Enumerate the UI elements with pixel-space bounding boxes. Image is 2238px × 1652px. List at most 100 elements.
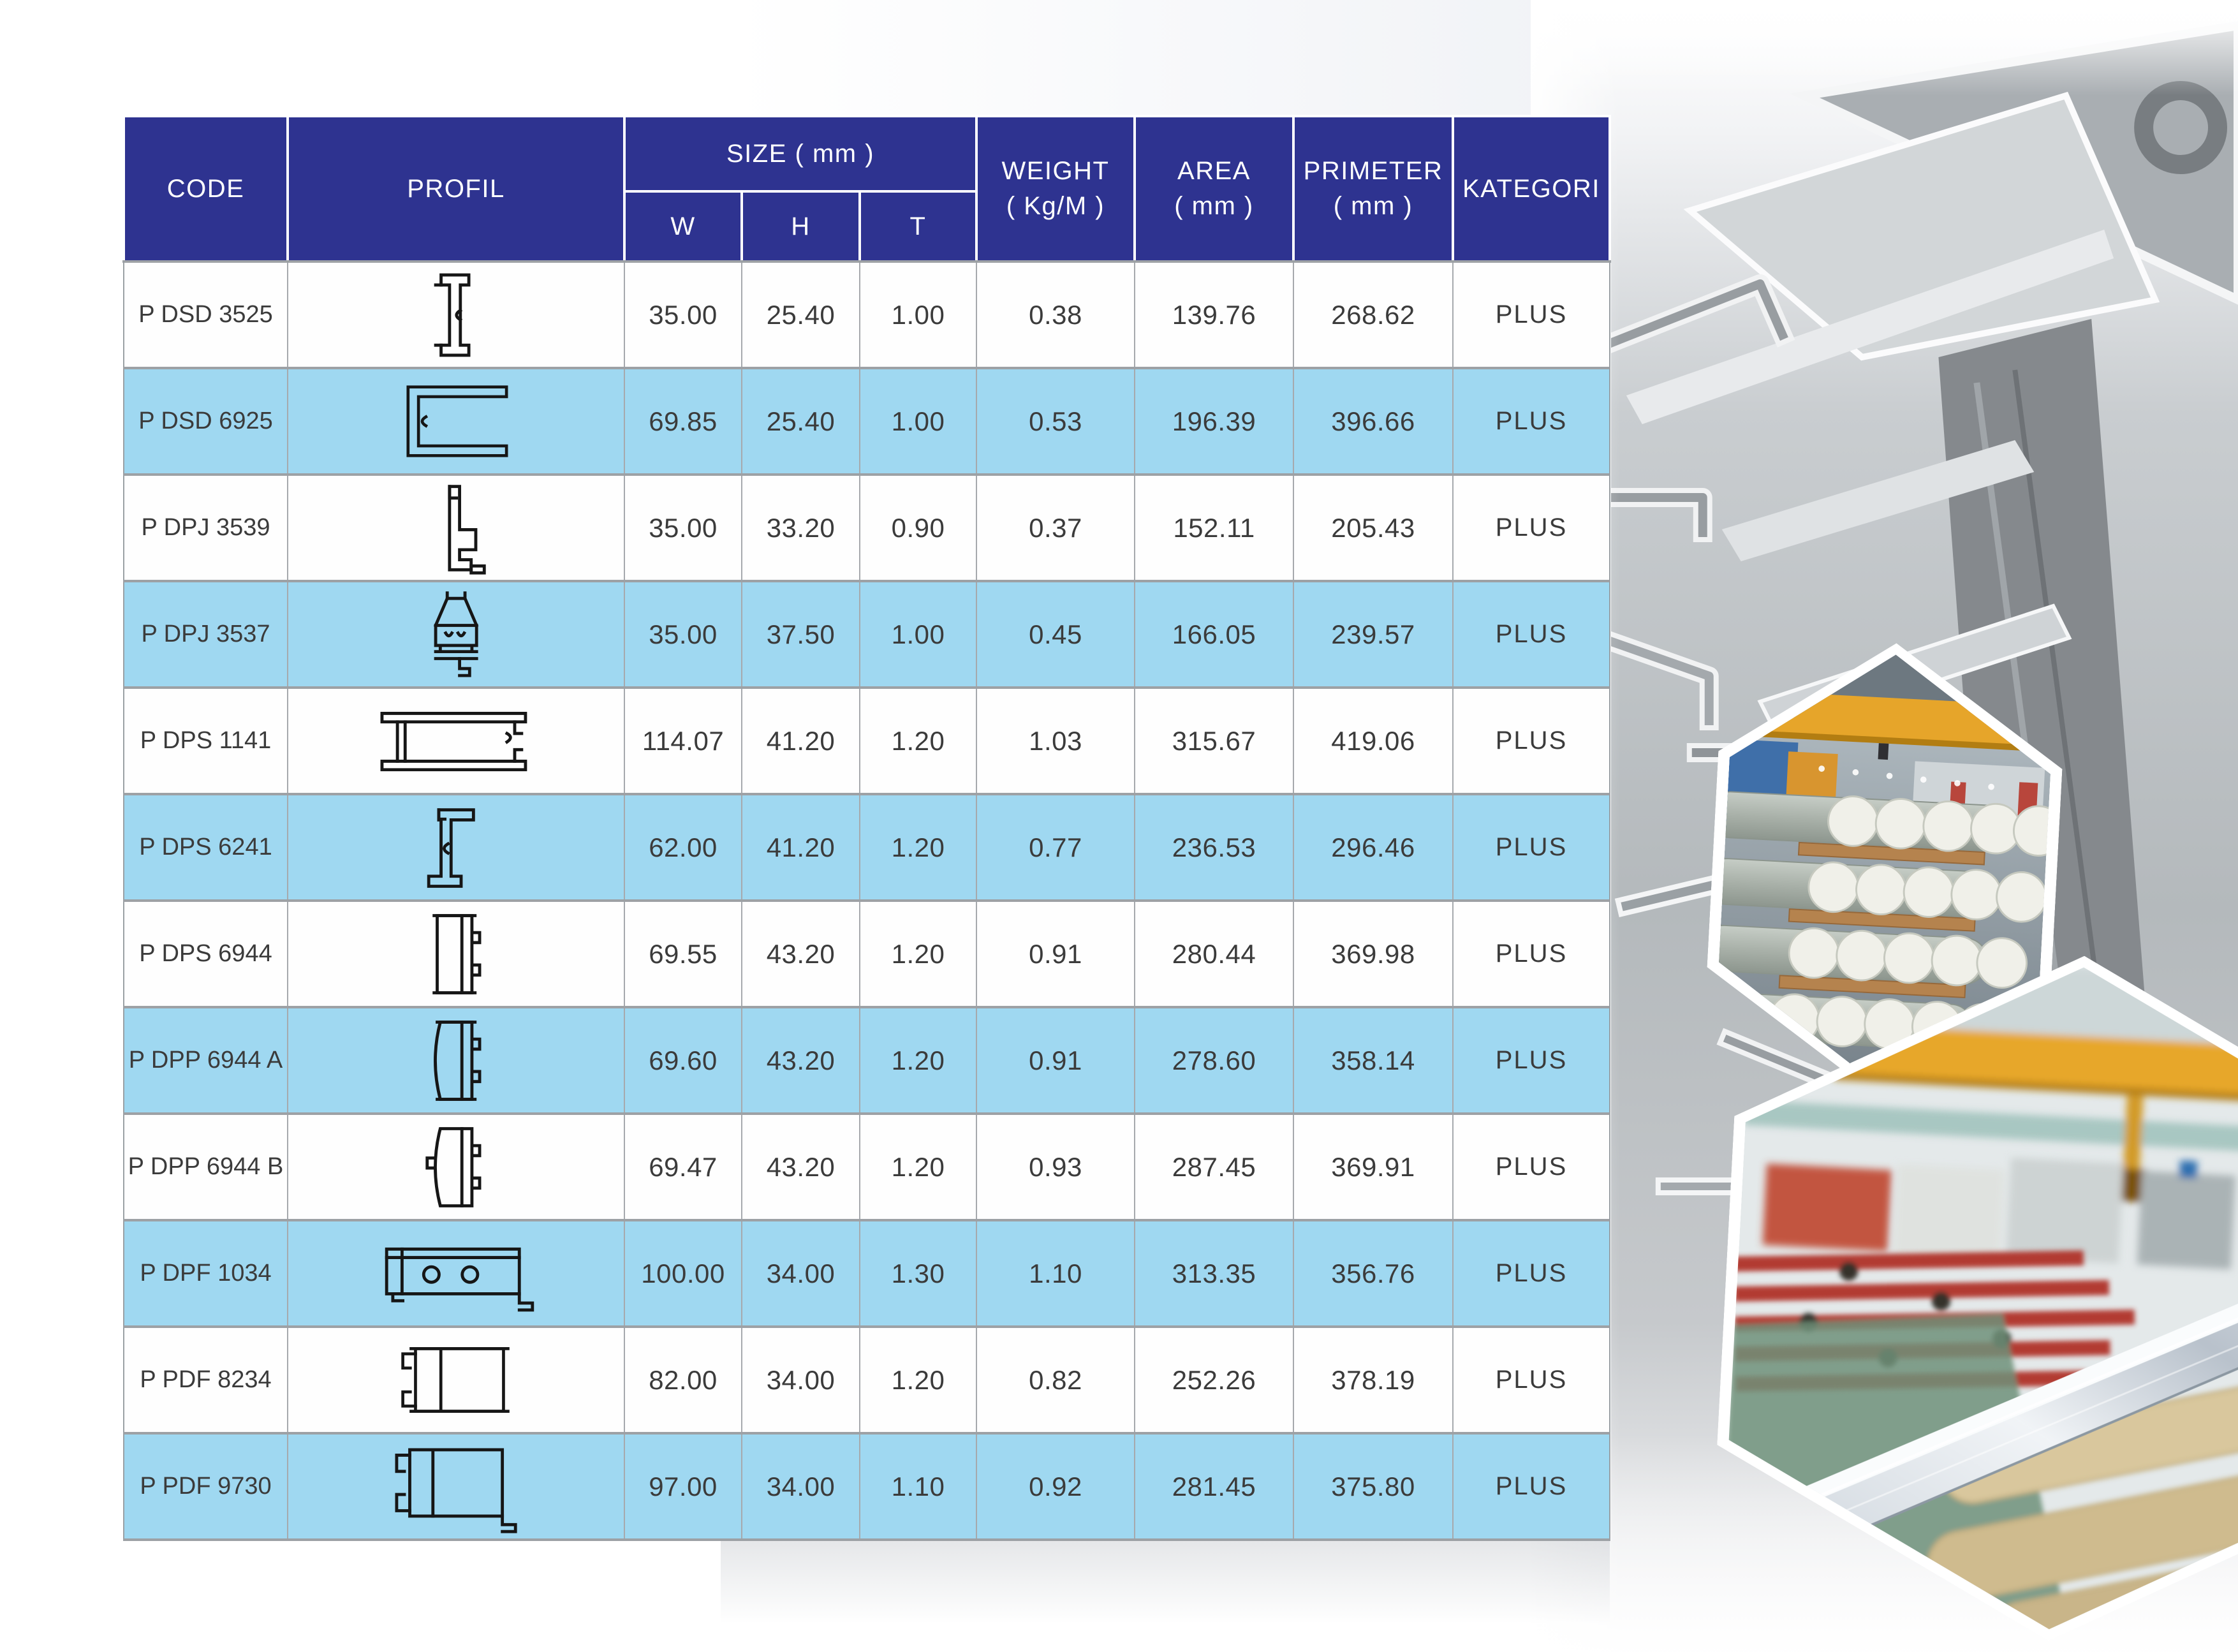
table-row: P DPF 1034 100.00 34.00 1.30 1.10 313.35… [124,1220,1610,1328]
cell-code: P DPJ 3539 [124,475,288,582]
cell-w: 69.55 [624,901,742,1008]
cell-code: P DPP 6944 A [124,1007,288,1115]
cell-code: P DPS 1141 [124,688,288,795]
table-row: P DPS 6944 69.55 43.20 1.20 0.91 280.44 … [124,901,1610,1008]
cell-area: 196.39 [1135,368,1294,476]
table-row: P DSD 6925 69.85 25.40 1.00 0.53 196.39 … [124,368,1610,476]
cell-kategori: PLUS [1453,1007,1610,1115]
profile-drawing-dpp-6944-b [425,1126,482,1207]
profile-spec-table: CODE PROFIL SIZE ( mm ) WEIGHT ( Kg/M ) A… [122,115,1611,1541]
col-header-area: AREA ( mm ) [1133,115,1295,263]
col-header-size-group: SIZE ( mm ) [623,115,978,193]
cell-perimeter: 296.46 [1293,794,1454,902]
col-header-code: CODE [122,115,289,263]
cell-profil [288,1114,625,1221]
cell-kategori: PLUS [1453,1220,1610,1328]
cell-weight: 0.91 [976,901,1135,1008]
table-row: P DPJ 3537 35.00 37.50 1.00 0.45 166.05 … [124,581,1610,689]
cell-kategori: PLUS [1453,794,1610,902]
profile-drawing-dps-6944 [432,913,482,994]
cell-h: 34.00 [742,1433,860,1541]
cell-w: 62.00 [624,794,742,902]
cell-h: 41.20 [742,794,860,902]
cell-w: 35.00 [624,262,742,369]
cell-t: 1.10 [860,1433,977,1541]
cell-profil [288,1007,625,1115]
cell-code: P DPS 6241 [124,794,288,902]
table-row: P DPP 6944 A 69.60 43.20 1.20 0.91 278.6… [124,1007,1610,1115]
col-header-perimeter: PRIMETER ( mm ) [1292,115,1454,263]
cell-weight: 0.92 [976,1433,1135,1541]
cell-profil [288,901,625,1008]
col-header-t: T [858,190,978,263]
cell-w: 114.07 [624,688,742,795]
cell-kategori: PLUS [1453,581,1610,689]
cell-w: 69.47 [624,1114,742,1221]
col-header-w: W [623,190,743,263]
cell-w: 82.00 [624,1327,742,1434]
cell-w: 35.00 [624,475,742,582]
cell-weight: 0.77 [976,794,1135,902]
profile-drawing-dpf-1034 [385,1247,534,1311]
cell-t: 1.20 [860,901,977,1008]
cell-h: 43.20 [742,901,860,1008]
cell-t: 0.90 [860,475,977,582]
table-row: P DPS 1141 114.07 41.20 1.20 1.03 315.67… [124,688,1610,795]
cell-area: 166.05 [1135,581,1294,689]
cell-kategori: PLUS [1453,901,1610,1008]
cell-profil [288,581,625,689]
cell-w: 69.60 [624,1007,742,1115]
cell-kategori: PLUS [1453,475,1610,582]
cell-h: 37.50 [742,581,860,689]
cell-kategori: PLUS [1453,688,1610,795]
cell-t: 1.00 [860,581,977,689]
background-top-fade [733,0,1531,116]
col-header-kategori: KATEGORI [1452,115,1611,263]
profile-drawing-dsd-3525 [434,273,471,357]
cell-t: 1.00 [860,368,977,476]
weight-label-line2: ( Kg/M ) [1006,192,1105,220]
cell-w: 100.00 [624,1220,742,1328]
cell-kategori: PLUS [1453,1114,1610,1221]
cell-perimeter: 378.19 [1293,1327,1454,1434]
cell-perimeter: 239.57 [1293,581,1454,689]
cell-weight: 0.37 [976,475,1135,582]
profile-drawing-dsd-6925 [406,385,508,457]
profile-drawing-dpj-3537 [434,591,479,677]
profile-drawing-pdf-8234 [401,1347,510,1413]
cell-h: 33.20 [742,475,860,582]
cell-profil [288,1433,625,1541]
cell-weight: 1.03 [976,688,1135,795]
cell-area: 281.45 [1135,1433,1294,1541]
area-label-line1: AREA [1177,157,1251,185]
cell-w: 97.00 [624,1433,742,1541]
cell-area: 278.60 [1135,1007,1294,1115]
profile-drawing-dps-6241 [427,808,476,888]
cell-code: P DPP 6944 B [124,1114,288,1221]
perimeter-label-line1: PRIMETER [1303,157,1443,185]
profile-drawing-dpj-3539 [448,484,487,575]
table-row: P DPJ 3539 35.00 33.20 0.90 0.37 152.11 … [124,475,1610,582]
cell-code: P PDF 8234 [124,1327,288,1434]
cell-weight: 0.45 [976,581,1135,689]
cell-kategori: PLUS [1453,1327,1610,1434]
table-row: P DSD 3525 35.00 25.40 1.00 0.38 139.76 … [124,262,1610,369]
cell-t: 1.20 [860,1007,977,1115]
cell-t: 1.20 [860,1327,977,1434]
cell-perimeter: 396.66 [1293,368,1454,476]
cell-perimeter: 358.14 [1293,1007,1454,1115]
table-row: P DPP 6944 B 69.47 43.20 1.20 0.93 287.4… [124,1114,1610,1221]
cell-weight: 0.93 [976,1114,1135,1221]
cell-t: 1.20 [860,688,977,795]
cell-weight: 0.82 [976,1327,1135,1434]
cell-area: 236.53 [1135,794,1294,902]
cell-perimeter: 205.43 [1293,475,1454,582]
cell-h: 43.20 [742,1007,860,1115]
cell-code: P DPF 1034 [124,1220,288,1328]
cell-kategori: PLUS [1453,368,1610,476]
cell-code: P DSD 3525 [124,262,288,369]
profile-drawing-pdf-9730 [395,1448,517,1533]
table-row: P DPS 6241 62.00 41.20 1.20 0.77 236.53 … [124,794,1610,902]
cell-code: P DPJ 3537 [124,581,288,689]
cell-code: P DPS 6944 [124,901,288,1008]
